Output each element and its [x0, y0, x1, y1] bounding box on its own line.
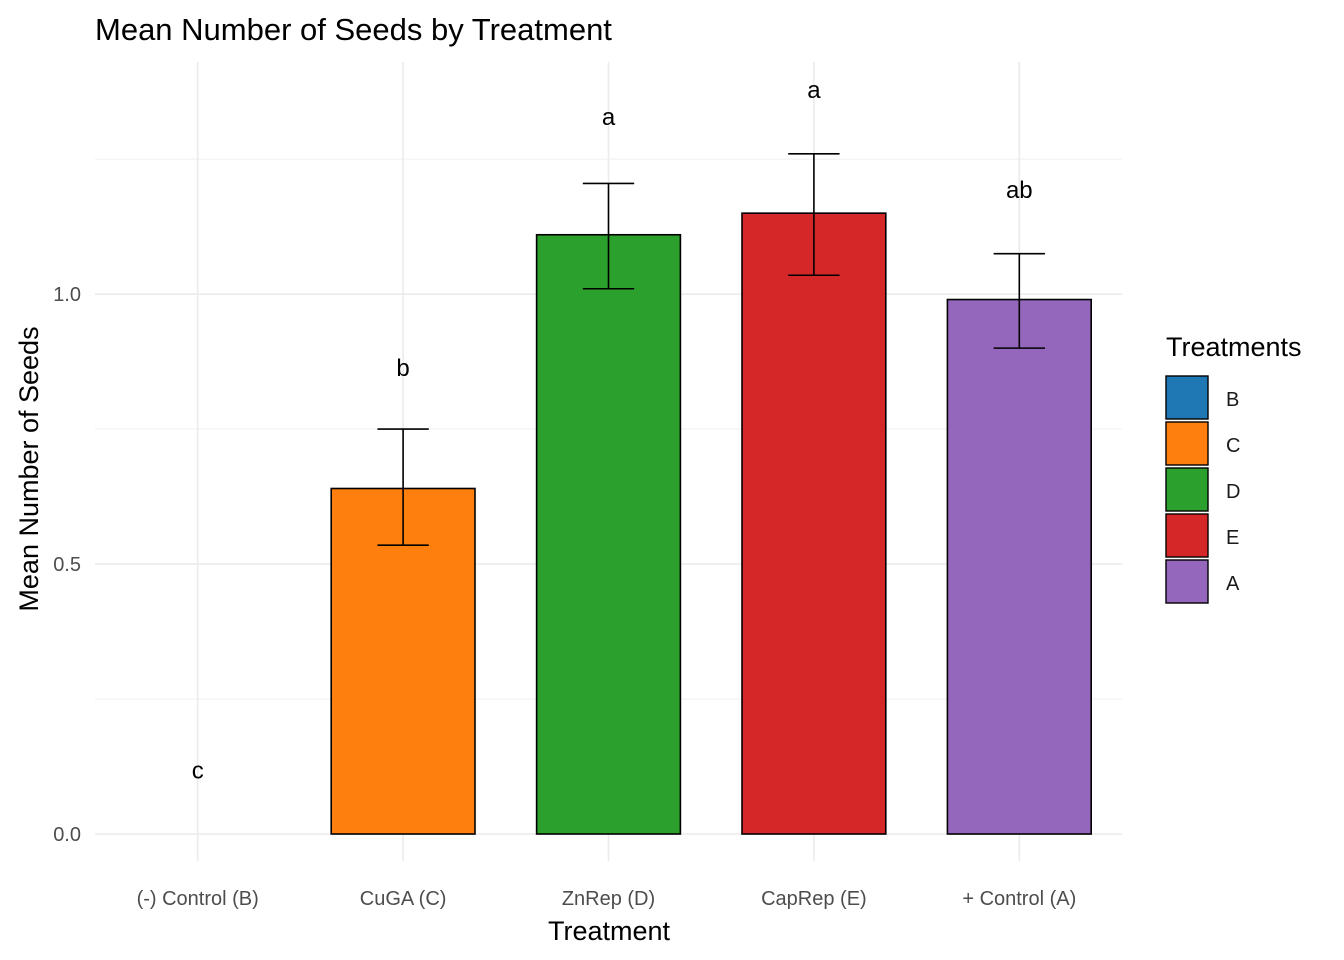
- significance-label: b: [396, 355, 409, 382]
- legend-key: [1165, 467, 1209, 512]
- y-axis-ticks: 0.0 0.5 1.0: [53, 284, 81, 846]
- legend-title: Treatments: [1166, 332, 1302, 362]
- y-tick-label: 0.5: [53, 554, 81, 576]
- y-tick-label: 1.0: [53, 284, 81, 306]
- x-axis-ticks: (-) Control (B) CuGA (C) ZnRep (D) CapRep (…: [137, 888, 1077, 910]
- bar: [946, 298, 1092, 835]
- significance-label: ab: [1006, 177, 1033, 204]
- error-bars: [377, 152, 1045, 546]
- legend-key: [1165, 421, 1209, 466]
- x-axis-title: Treatment: [548, 916, 671, 946]
- legend-label: B: [1226, 389, 1239, 411]
- legend-label: C: [1226, 435, 1240, 457]
- legend-label: A: [1226, 573, 1240, 595]
- y-tick-label: 0.0: [53, 824, 81, 846]
- bar: [535, 233, 682, 835]
- legend-label: D: [1226, 481, 1240, 503]
- chart-title: Mean Number of Seeds by Treatment: [95, 12, 612, 47]
- x-tick-label: ZnRep (D): [562, 888, 655, 910]
- x-tick-label: CapRep (E): [761, 888, 867, 910]
- bar: [330, 487, 476, 835]
- x-tick-label: (-) Control (B): [137, 888, 259, 910]
- significance-label: a: [807, 77, 821, 104]
- significance-label: a: [602, 104, 616, 131]
- legend-key: [1165, 513, 1209, 558]
- legend-key: [1165, 375, 1209, 420]
- legend-key: [1165, 559, 1209, 604]
- x-tick-label: + Control (A): [962, 888, 1076, 910]
- significance-labels: c b a a ab: [192, 77, 1033, 784]
- legend: Treatments B C D E A: [1165, 332, 1302, 604]
- legend-label: E: [1226, 527, 1239, 549]
- significance-label: c: [192, 757, 204, 784]
- bar: [741, 212, 887, 835]
- y-axis-title: Mean Number of Seeds: [14, 326, 44, 611]
- bars: [330, 212, 1092, 835]
- x-tick-label: CuGA (C): [360, 888, 447, 910]
